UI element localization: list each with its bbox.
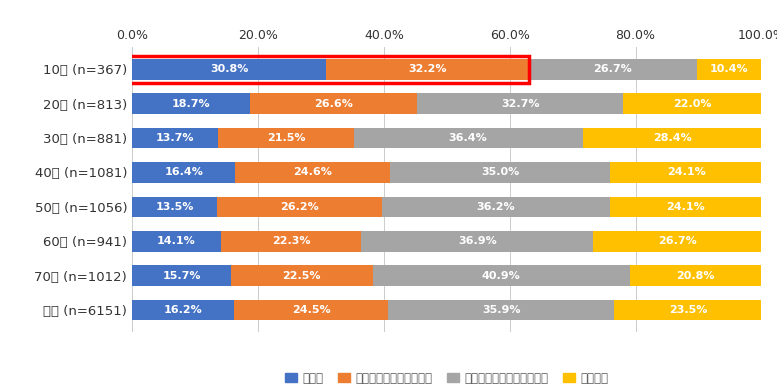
Text: 22.5%: 22.5% (283, 271, 321, 281)
Bar (132, 162, 235, 183)
Text: 18.7%: 18.7% (172, 99, 211, 109)
Bar (132, 265, 231, 286)
Bar (372, 265, 630, 286)
Bar (361, 231, 594, 251)
Text: 16.2%: 16.2% (164, 305, 203, 315)
Bar (235, 162, 390, 183)
Bar (217, 197, 382, 217)
Text: 36.9%: 36.9% (458, 236, 497, 246)
Bar (326, 59, 528, 80)
Text: 24.6%: 24.6% (293, 167, 332, 178)
Text: 32.7%: 32.7% (501, 99, 539, 109)
Text: 13.7%: 13.7% (156, 133, 194, 143)
Bar (697, 59, 762, 80)
Bar (417, 93, 623, 114)
Text: 15.7%: 15.7% (162, 271, 200, 281)
Text: 24.1%: 24.1% (666, 202, 705, 212)
Text: 22.0%: 22.0% (673, 99, 712, 109)
Text: 21.5%: 21.5% (267, 133, 305, 143)
Text: 35.9%: 35.9% (482, 305, 521, 315)
Text: 24.1%: 24.1% (667, 167, 706, 178)
Text: 23.5%: 23.5% (669, 305, 707, 315)
Text: 13.5%: 13.5% (155, 202, 193, 212)
Text: 28.4%: 28.4% (653, 133, 692, 143)
Text: 20.8%: 20.8% (676, 271, 715, 281)
Bar (583, 128, 761, 148)
Bar (611, 162, 762, 183)
Bar (623, 93, 761, 114)
Bar (132, 231, 221, 251)
Bar (218, 128, 354, 148)
Bar (132, 93, 249, 114)
Bar (249, 93, 417, 114)
Text: 16.4%: 16.4% (164, 167, 203, 178)
Bar (132, 300, 234, 320)
Bar (390, 162, 611, 183)
Bar (132, 197, 217, 217)
Text: 14.1%: 14.1% (157, 236, 196, 246)
Text: 10.4%: 10.4% (710, 64, 749, 74)
Text: 35.0%: 35.0% (481, 167, 519, 178)
Text: 30.8%: 30.8% (210, 64, 248, 74)
Text: 26.7%: 26.7% (658, 236, 697, 246)
Bar (630, 265, 761, 286)
Text: 32.2%: 32.2% (408, 64, 447, 74)
Text: 40.9%: 40.9% (482, 271, 521, 281)
Text: 26.6%: 26.6% (314, 99, 353, 109)
Bar (594, 231, 761, 251)
Bar (614, 300, 762, 320)
Bar (221, 231, 361, 251)
Bar (231, 265, 372, 286)
Bar (354, 128, 583, 148)
Text: 36.4%: 36.4% (449, 133, 487, 143)
Text: 22.3%: 22.3% (272, 236, 310, 246)
Text: 36.2%: 36.2% (476, 202, 515, 212)
Bar (610, 197, 761, 217)
Bar (132, 128, 218, 148)
Bar (234, 300, 388, 320)
Bar (388, 300, 614, 320)
Legend: 現金派, どちらかというと現金派, どちらかというと非現金派, 非現金派: 現金派, どちらかというと現金派, どちらかというと非現金派, 非現金派 (280, 367, 613, 389)
Bar (132, 59, 326, 80)
Bar (528, 59, 697, 80)
Text: 26.7%: 26.7% (593, 64, 632, 74)
Bar (382, 197, 610, 217)
Text: 26.2%: 26.2% (280, 202, 319, 212)
Text: 24.5%: 24.5% (292, 305, 330, 315)
